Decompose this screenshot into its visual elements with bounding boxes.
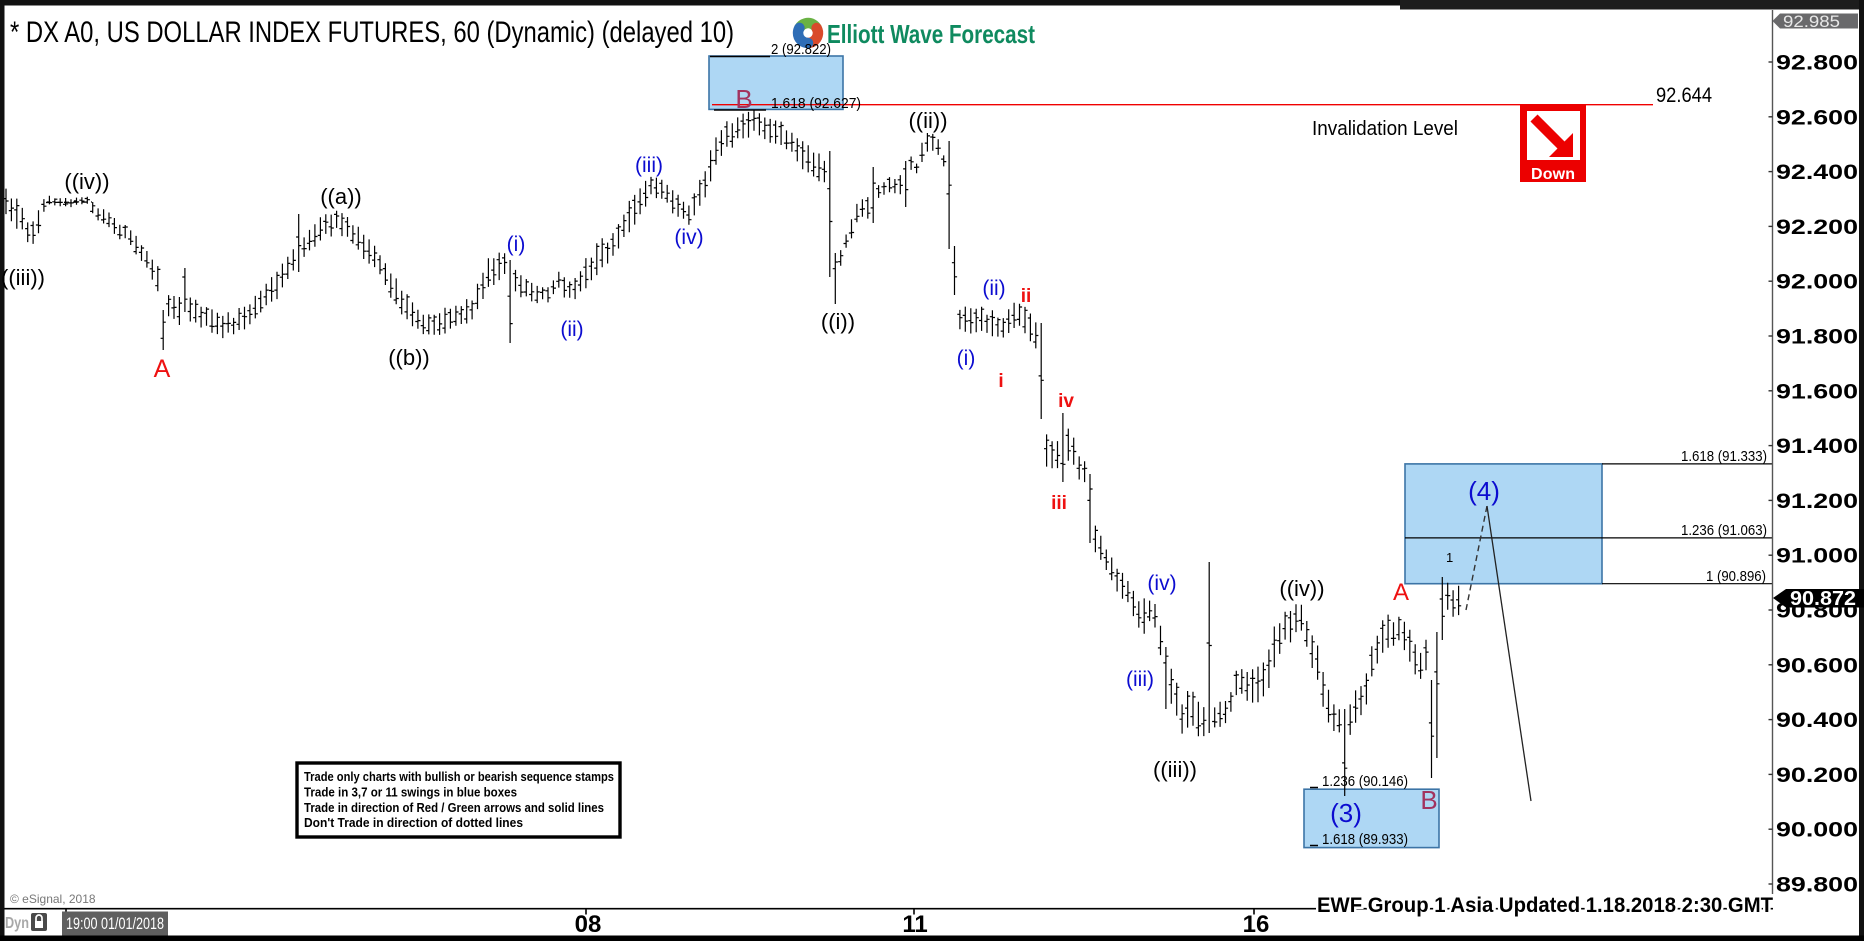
svg-text:A: A [154,355,171,383]
svg-text:(iii): (iii) [635,154,663,177]
svg-text:1.618 (92.627): 1.618 (92.627) [771,95,861,112]
svg-text:((iii)): ((iii)) [1,265,45,290]
svg-text:90.600: 90.600 [1776,654,1858,677]
svg-text:(iii): (iii) [1126,668,1154,691]
svg-text:((b)): ((b)) [388,345,430,370]
svg-text:91.800: 91.800 [1776,326,1858,349]
svg-text:(3): (3) [1330,798,1362,828]
svg-text:90.200: 90.200 [1776,764,1858,787]
svg-text:1.618 (91.333): 1.618 (91.333) [1681,448,1767,465]
svg-text:92.600: 92.600 [1776,106,1858,129]
svg-text:Down: Down [1531,166,1575,183]
svg-text:Trade only charts with bullish: Trade only charts with bullish or bearis… [304,770,614,784]
svg-text:1: 1 [1446,550,1453,565]
svg-text:© eSignal, 2018: © eSignal, 2018 [10,892,96,906]
svg-text:B: B [735,84,752,114]
svg-text:11: 11 [902,911,927,938]
svg-text:Trade in 3,7 or 11 swings in b: Trade in 3,7 or 11 swings in blue boxes [304,785,517,799]
svg-text:91.600: 91.600 [1776,380,1858,403]
svg-text:1.236 (90.146): 1.236 (90.146) [1322,773,1408,790]
svg-text:((iii)): ((iii)) [1153,757,1197,782]
svg-text:Elliott Wave Forecast: Elliott Wave Forecast [827,19,1035,49]
svg-text:92.200: 92.200 [1776,216,1858,239]
svg-text:B: B [1420,785,1437,815]
svg-text:(4): (4) [1468,476,1500,506]
svg-text:91.400: 91.400 [1776,435,1858,458]
svg-text:92.800: 92.800 [1776,52,1858,75]
svg-text:ii: ii [1021,286,1032,307]
svg-text:1.236 (91.063): 1.236 (91.063) [1681,522,1767,539]
svg-text:16: 16 [1243,911,1270,938]
svg-text:90.000: 90.000 [1776,819,1858,842]
svg-text:((iv)): ((iv)) [1279,576,1324,601]
svg-text:1.618 (89.933): 1.618 (89.933) [1322,831,1408,848]
svg-text:(ii): (ii) [560,318,583,341]
svg-text:90.872: 90.872 [1790,587,1856,610]
svg-text:91.200: 91.200 [1776,490,1858,513]
svg-text:91.000: 91.000 [1776,545,1858,568]
svg-text:* DX A0, US DOLLAR INDEX FUTUR: * DX A0, US DOLLAR INDEX FUTURES, 60 (Dy… [10,16,734,49]
svg-text:((i)): ((i)) [821,309,855,334]
svg-text:Dyn: Dyn [5,915,29,932]
svg-text:92.985: 92.985 [1783,12,1840,31]
svg-text:iv: iv [1058,391,1074,412]
svg-text:i: i [998,371,1003,392]
svg-text:iii: iii [1051,493,1067,514]
svg-text:(ii): (ii) [982,277,1005,300]
svg-text:Don't Trade in direction of do: Don't Trade in direction of dotted lines [304,816,523,830]
svg-text:EWF Group 1 Asia Updated 1.18.: EWF Group 1 Asia Updated 1.18.2018 2:30 … [1317,893,1773,917]
svg-text:08: 08 [575,911,602,938]
svg-text:EWF Group 1 Asia Updated 1.18.: EWF Group 1 Asia Updated 1.18.2018 2:30 … [1317,893,1773,917]
svg-text:(iv): (iv) [674,226,703,249]
svg-text:(i): (i) [507,233,526,256]
svg-text:((a)): ((a)) [320,184,362,209]
svg-text:A: A [1393,579,1409,606]
svg-text:(i): (i) [957,347,976,370]
svg-text:2 (92.822): 2 (92.822) [771,41,831,58]
svg-text:92.000: 92.000 [1776,271,1858,294]
svg-text:Invalidation Level: Invalidation Level [1312,118,1458,140]
svg-text:90.400: 90.400 [1776,709,1858,732]
svg-text:((ii)): ((ii)) [908,108,947,133]
svg-text:((iv)): ((iv)) [64,169,109,194]
svg-text:92.644: 92.644 [1656,84,1712,107]
svg-text:19:00 01/01/2018: 19:00 01/01/2018 [66,914,164,933]
svg-text:92.400: 92.400 [1776,161,1858,184]
svg-text:89.800: 89.800 [1776,874,1858,897]
svg-text:1 (90.896): 1 (90.896) [1706,568,1766,585]
svg-text:(iv): (iv) [1147,572,1176,595]
svg-text:Trade in direction of Red / Gr: Trade in direction of Red / Green arrows… [304,801,604,815]
